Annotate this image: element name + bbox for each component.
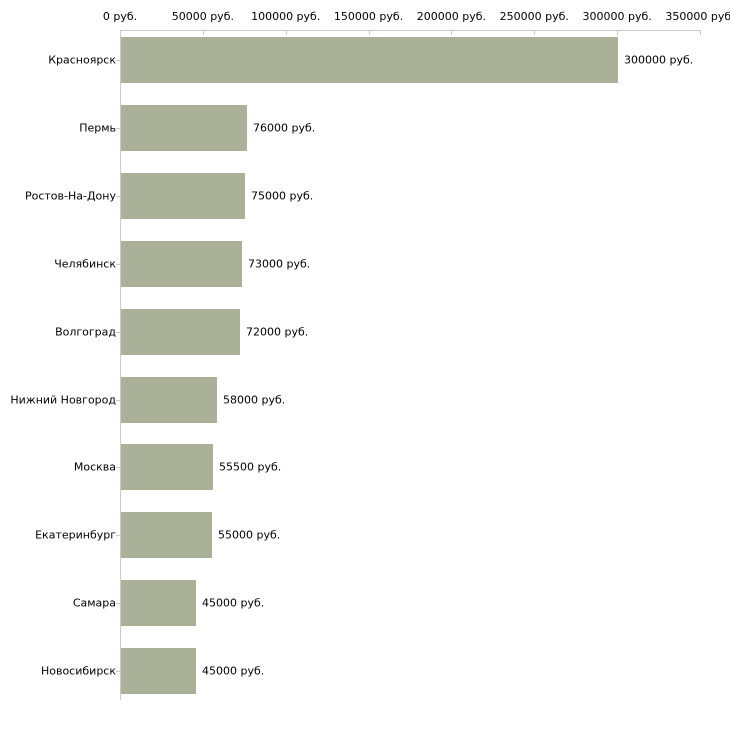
bar [121, 308, 240, 355]
x-tick-mark [534, 31, 536, 35]
category-label: Ростов-На-Дону [24, 189, 116, 203]
value-label: 72000 руб. [246, 325, 309, 339]
y-tick-mark [116, 603, 120, 605]
x-tick-label: 300000 руб. [582, 10, 652, 23]
bar [121, 648, 196, 695]
y-tick-mark [116, 671, 120, 673]
bar [121, 444, 213, 491]
bar [121, 512, 212, 559]
y-tick-mark [116, 467, 120, 469]
x-tick-mark [285, 31, 287, 35]
category-label: Новосибирск [40, 664, 116, 678]
category-label: Челябинск [54, 257, 116, 271]
category-label: Екатеринбург [35, 528, 116, 542]
x-tick-label: 0 руб. [102, 10, 138, 23]
x-tick-mark [617, 31, 619, 35]
bar [121, 580, 196, 627]
x-tick-mark [202, 31, 204, 35]
x-tick-mark [451, 31, 453, 35]
value-label: 76000 руб. [253, 121, 316, 135]
bar [121, 172, 245, 219]
x-tick-label: 200000 руб. [416, 10, 487, 23]
y-axis-line [120, 30, 121, 700]
bar [121, 37, 618, 83]
y-tick-mark [116, 331, 120, 333]
category-label: Волгоград [55, 325, 116, 339]
y-tick-mark [116, 399, 120, 401]
value-label: 75000 руб. [251, 189, 314, 203]
value-label: 55000 руб. [218, 528, 281, 542]
bar [121, 240, 242, 287]
y-tick-mark [116, 127, 120, 129]
x-tick-mark [368, 31, 370, 35]
x-tick-label: 150000 руб. [333, 10, 404, 23]
y-tick-mark [116, 60, 120, 61]
x-tick-mark [120, 31, 121, 35]
value-label: 45000 руб. [202, 596, 265, 610]
x-tick-mark [700, 31, 701, 35]
value-label: 300000 руб. [624, 53, 694, 67]
category-label: Москва [73, 460, 116, 474]
bar [121, 376, 217, 423]
bar [121, 104, 247, 151]
y-tick-mark [116, 263, 120, 265]
y-tick-mark [116, 195, 120, 197]
x-tick-label: 250000 руб. [499, 10, 569, 23]
value-label: 55500 руб. [219, 460, 282, 474]
category-label: Красноярск [48, 53, 116, 67]
y-tick-mark [116, 535, 120, 537]
category-label: Нижний Новгород [10, 393, 116, 406]
category-label: Самара [72, 596, 116, 610]
value-label: 45000 руб. [202, 664, 265, 678]
x-tick-label: 50000 руб. [171, 10, 234, 23]
category-label: Пермь [79, 121, 116, 135]
x-axis-line [120, 30, 701, 31]
x-tick-label: 100000 руб. [251, 10, 321, 23]
value-label: 73000 руб. [248, 257, 311, 271]
x-tick-label: 350000 руб. [665, 10, 730, 23]
value-label: 58000 руб. [223, 393, 286, 406]
